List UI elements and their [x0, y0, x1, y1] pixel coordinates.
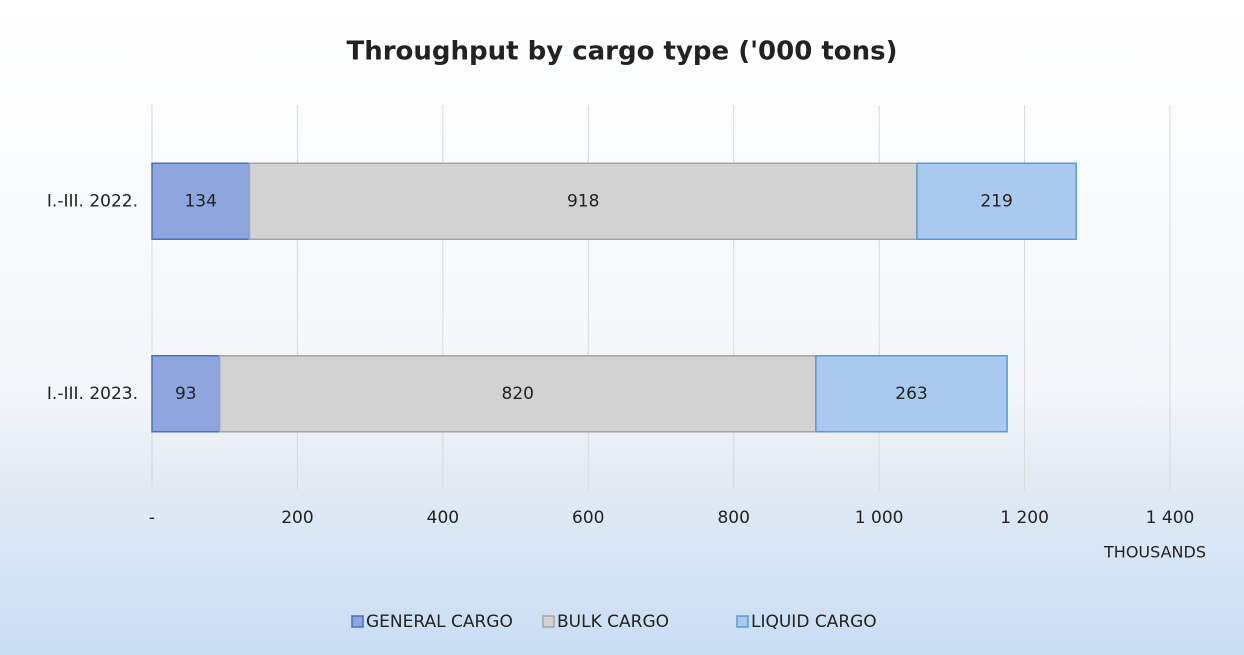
data-label: 263	[895, 384, 927, 404]
data-label: 219	[980, 191, 1012, 211]
legend-swatch	[737, 616, 748, 627]
x-tick-label: 400	[427, 508, 459, 528]
y-tick-label: I.-III. 2022.	[47, 191, 138, 211]
x-tick-label: 600	[572, 508, 604, 528]
chart: Throughput by cargo type ('000 tons) THO…	[0, 0, 1244, 655]
x-tick-label: -	[149, 508, 155, 528]
legend-label: GENERAL CARGO	[366, 612, 513, 632]
x-tick-label: 1 200	[1000, 508, 1049, 528]
legend-swatch	[543, 616, 554, 627]
x-tick-label: 200	[281, 508, 313, 528]
data-label: 93	[175, 384, 197, 404]
data-label: 918	[567, 191, 599, 211]
axis-label: THOUSANDS	[1103, 543, 1206, 562]
legend-label: BULK CARGO	[557, 612, 669, 632]
chart-title: Throughput by cargo type ('000 tons)	[346, 37, 897, 67]
data-label: 820	[502, 384, 534, 404]
x-tick-label: 1 400	[1146, 508, 1195, 528]
background	[0, 0, 1244, 655]
legend-swatch	[352, 616, 363, 627]
x-tick-label: 800	[717, 508, 749, 528]
legend-label: LIQUID CARGO	[751, 612, 877, 632]
x-tick-label: 1 000	[855, 508, 904, 528]
data-label: 134	[184, 191, 216, 211]
y-tick-label: I.-III. 2023.	[47, 384, 138, 404]
page: Throughput by cargo type ('000 tons) THO…	[0, 0, 1244, 655]
